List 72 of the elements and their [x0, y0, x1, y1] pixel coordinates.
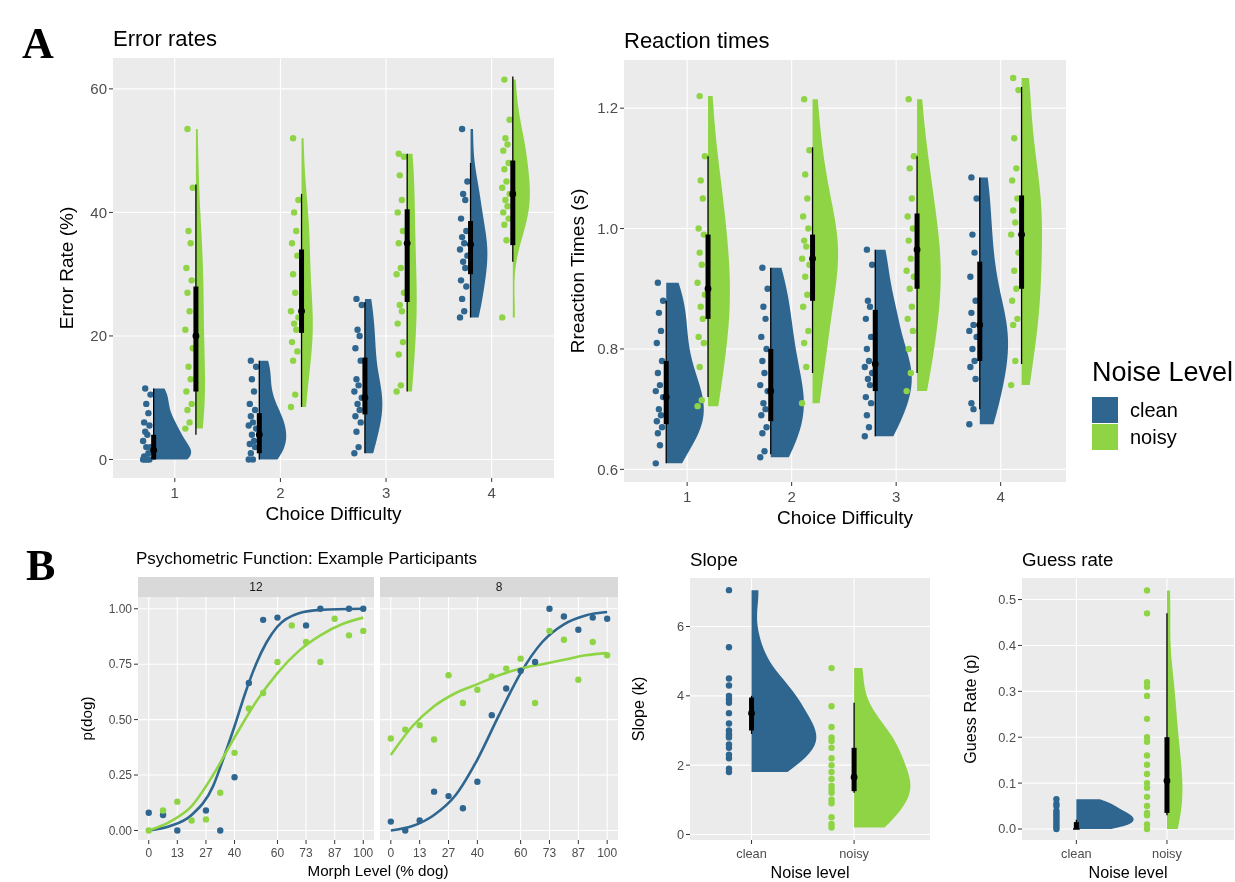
chart-title: Reaction times: [624, 28, 770, 53]
y-axis-title: Slope (k): [629, 676, 647, 742]
legend-label: noisy: [1130, 426, 1177, 448]
x-tick-label: 3: [891, 488, 901, 505]
chart-title: Guess rate: [1022, 549, 1114, 570]
x-axis-title: Noise level: [1088, 862, 1168, 881]
y-tick-label: 1.00: [108, 601, 133, 616]
x-tick-label: 27: [199, 846, 213, 860]
y-tick-label: 0.5: [998, 592, 1016, 608]
text: B: [26, 541, 56, 590]
y-axis-title: p(dog): [78, 696, 95, 741]
x-axis-title: Choice Difficulty: [777, 507, 914, 528]
x-tick-label: 2: [787, 488, 796, 505]
x-tick-label: 13: [412, 846, 427, 860]
x-tick-label: 0: [145, 846, 153, 860]
x-tick-label: noisy: [1152, 845, 1183, 861]
y-tick-label: 0.1: [998, 775, 1016, 791]
y-tick-label: 60: [90, 80, 107, 98]
y-axis-title: Error Rate (%): [56, 206, 77, 330]
x-tick-label: 40: [227, 846, 242, 860]
x-axis-title: Morph Level (% dog): [307, 862, 449, 879]
x-tick-label: 1: [682, 488, 692, 505]
y-tick-label: 0.25: [108, 768, 133, 783]
x-tick-label: 3: [381, 484, 391, 501]
y-tick-label: 0.8: [597, 340, 618, 358]
y-tick-label: 20: [90, 327, 107, 345]
y-tick-label: 6: [676, 618, 684, 634]
chart-title: Psychometric Function: Example Participants: [136, 549, 478, 568]
y-tick-label: 0.75: [108, 657, 133, 672]
y-tick-label: 0: [98, 450, 107, 468]
x-tick-label: 2: [276, 484, 285, 501]
y-tick-label: 0.0: [998, 821, 1016, 837]
y-axis-title: Rreaction Times (s): [567, 188, 588, 354]
x-tick-label: 60: [270, 846, 285, 860]
chart-title: Slope: [690, 549, 738, 570]
y-axis-title: Guess Rate (p): [961, 654, 979, 764]
y-tick-label: 0: [676, 826, 684, 842]
y-tick-label: 1.2: [597, 99, 618, 117]
x-tick-label: 1: [170, 484, 179, 501]
x-tick-label: 87: [327, 846, 342, 860]
x-tick-label: clean: [736, 845, 767, 861]
y-tick-label: 0.00: [108, 823, 133, 838]
y-tick-label: 2: [676, 757, 684, 773]
x-axis-title: Choice Difficulty: [265, 503, 402, 524]
y-tick-label: 1.0: [597, 219, 618, 237]
x-tick-label: 100: [597, 846, 618, 860]
x-tick-label: 40: [470, 846, 485, 860]
x-tick-label: noisy: [839, 845, 870, 861]
x-tick-label: clean: [1061, 845, 1092, 861]
chart-subtitle: 8: [495, 580, 503, 594]
y-tick-label: 4: [676, 688, 684, 704]
x-tick-label: 0: [387, 846, 395, 860]
x-tick-label: 60: [513, 846, 528, 860]
chart-title: Error rates: [113, 26, 217, 51]
x-tick-label: 4: [487, 484, 496, 501]
y-tick-label: 0.6: [597, 460, 618, 478]
y-tick-label: 0.4: [998, 637, 1016, 653]
y-tick-label: 0.3: [998, 683, 1016, 699]
x-tick-label: 73: [542, 846, 557, 860]
x-tick-label: 100: [353, 846, 374, 860]
x-tick-label: 13: [170, 846, 185, 860]
y-tick-label: 0.50: [108, 712, 133, 727]
text: A: [22, 19, 54, 68]
legend-title: Noise Level: [1092, 357, 1234, 387]
chart-subtitle: 12: [249, 580, 263, 594]
x-tick-label: 87: [571, 846, 586, 860]
x-axis-title: Noise level: [770, 862, 850, 881]
legend-label: clean: [1130, 399, 1178, 421]
y-tick-label: 0.2: [998, 729, 1016, 745]
y-tick-label: 40: [90, 203, 107, 221]
x-tick-label: 73: [299, 846, 314, 860]
x-tick-label: 27: [441, 846, 456, 860]
